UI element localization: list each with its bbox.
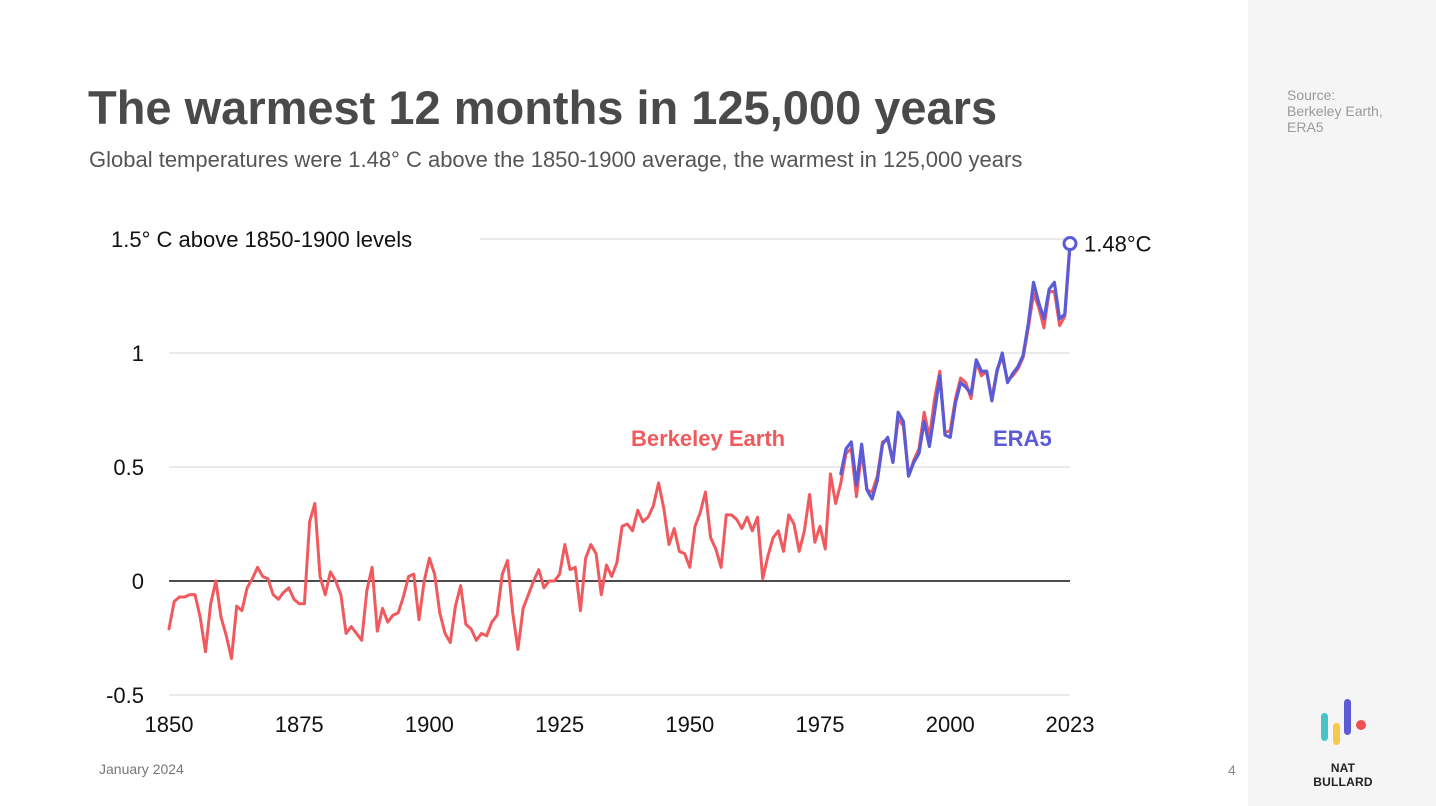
slide-main: [0, 0, 1248, 806]
brand-logo-icon: [1321, 699, 1366, 745]
y-tick-label-1: 0: [132, 569, 144, 594]
y-tick-label-0: -0.5: [106, 683, 144, 708]
y-axis-ticks: -0.5 0 0.5 1 1.5° C above 1850-1900 levels: [106, 227, 412, 708]
logo-dot-red: [1356, 720, 1366, 730]
y-tick-label-3: 1: [132, 341, 144, 366]
logo-bar-teal: [1321, 713, 1328, 741]
page-number: 4: [1228, 762, 1236, 778]
x-tick-label-2: 1900: [405, 712, 454, 737]
page-title: The warmest 12 months in 125,000 years: [88, 81, 998, 134]
brand-name: NAT BULLARD: [1313, 761, 1373, 789]
x-tick-label-7: 2023: [1046, 712, 1095, 737]
y-tick-label-2: 0.5: [113, 455, 144, 480]
series-line-era5: [839, 241, 1072, 501]
logo-bar-blue: [1344, 699, 1351, 735]
berkeley-earth-label: Berkeley Earth: [631, 426, 785, 451]
latest-value-marker: [1062, 236, 1078, 252]
temperature-chart: -0.5 0 0.5 1 1.5° C above 1850-1900 levels 1…: [106, 227, 1152, 737]
x-tick-label-4: 1950: [665, 712, 714, 737]
latest-value-label: 1.48°C: [1084, 232, 1152, 257]
x-tick-label-6: 2000: [926, 712, 975, 737]
source-line-1: Source:: [1287, 87, 1336, 103]
x-axis-ticks: 1850 1875 1900 1925 1950 1975 2000 2023: [145, 712, 1095, 737]
source-note: Source: Berkeley Earth, ERA5: [1287, 87, 1417, 135]
series-line-berkeley-earth: [167, 244, 1072, 661]
x-tick-label-0: 1850: [145, 712, 194, 737]
annotation-layer: Berkeley Earth ERA5 1.48°C: [631, 232, 1152, 451]
series-layer: [167, 241, 1072, 661]
slide-sidebar: [1248, 0, 1436, 806]
x-tick-label-1: 1875: [275, 712, 324, 737]
y-tick-label-4: 1.5° C above 1850-1900 levels: [111, 227, 412, 252]
footer-date: January 2024: [99, 761, 184, 777]
era5-label: ERA5: [993, 426, 1052, 451]
logo-bar-yellow: [1333, 723, 1340, 745]
grid-layer: [169, 238, 1070, 696]
x-tick-label-5: 1975: [796, 712, 845, 737]
x-tick-label-3: 1925: [535, 712, 584, 737]
source-line-3: ERA5: [1287, 119, 1324, 135]
source-line-2: Berkeley Earth,: [1287, 103, 1383, 119]
page-subtitle: Global temperatures were 1.48° C above t…: [89, 147, 1023, 172]
